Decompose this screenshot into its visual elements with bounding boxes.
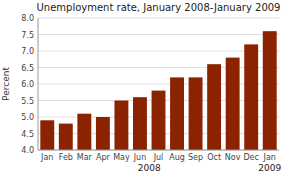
y-tick-label: 4.0	[21, 146, 34, 155]
grid-line	[38, 84, 279, 85]
x-tick-label: Dec	[243, 153, 258, 162]
bars	[40, 31, 276, 150]
y-tick-label: 6.0	[21, 80, 34, 89]
y-axis-label: Percent	[1, 67, 11, 101]
y-tick-label: 5.5	[21, 97, 34, 106]
y-tick-label: 6.5	[21, 64, 34, 73]
bar	[207, 64, 221, 150]
bar	[244, 44, 258, 150]
bar	[59, 124, 73, 150]
y-tick-label: 4.5	[21, 130, 34, 139]
y-tick-label: 8.0	[21, 14, 34, 23]
annotation: 2008	[138, 163, 161, 173]
x-axis-line	[38, 150, 279, 151]
y-tick-label: 7.5	[21, 31, 34, 40]
x-tick-label: Apr	[96, 153, 111, 162]
x-tick-label: Feb	[59, 153, 73, 162]
x-tick-label: Jan	[40, 153, 53, 162]
grid-line	[38, 34, 279, 35]
x-tick-label: Jul	[153, 153, 164, 162]
x-tick-label: Jun	[133, 153, 147, 162]
title: Unemployment rate, January 2008-January …	[37, 2, 281, 13]
bar	[96, 117, 110, 150]
chart: Unemployment rate, January 2008-January …	[0, 0, 285, 177]
x-tick-label: Nov	[225, 153, 241, 162]
y-axis-line	[38, 18, 39, 150]
x-tick-label: Jan	[263, 153, 276, 162]
grid	[38, 18, 279, 150]
annotation: 2009	[258, 163, 281, 173]
bar	[133, 97, 147, 150]
bar	[77, 114, 91, 150]
bar	[152, 91, 166, 150]
bar	[40, 120, 54, 150]
bar	[170, 77, 184, 150]
grid-line	[38, 150, 279, 151]
y-tick-label: 7.0	[21, 47, 34, 56]
grid-line	[38, 18, 279, 19]
bar	[189, 77, 203, 150]
x-tick-label: Aug	[169, 153, 185, 162]
x-tick-label: May	[113, 153, 130, 162]
grid-line	[38, 51, 279, 52]
bar	[226, 58, 240, 150]
x-tick-label: Sep	[188, 153, 203, 162]
grid-line	[38, 67, 279, 68]
bar	[263, 31, 277, 150]
y-tick-label: 5.0	[21, 113, 34, 122]
bar	[114, 101, 128, 151]
x-tick-label: Mar	[77, 153, 93, 162]
x-tick-label: Oct	[207, 153, 221, 162]
